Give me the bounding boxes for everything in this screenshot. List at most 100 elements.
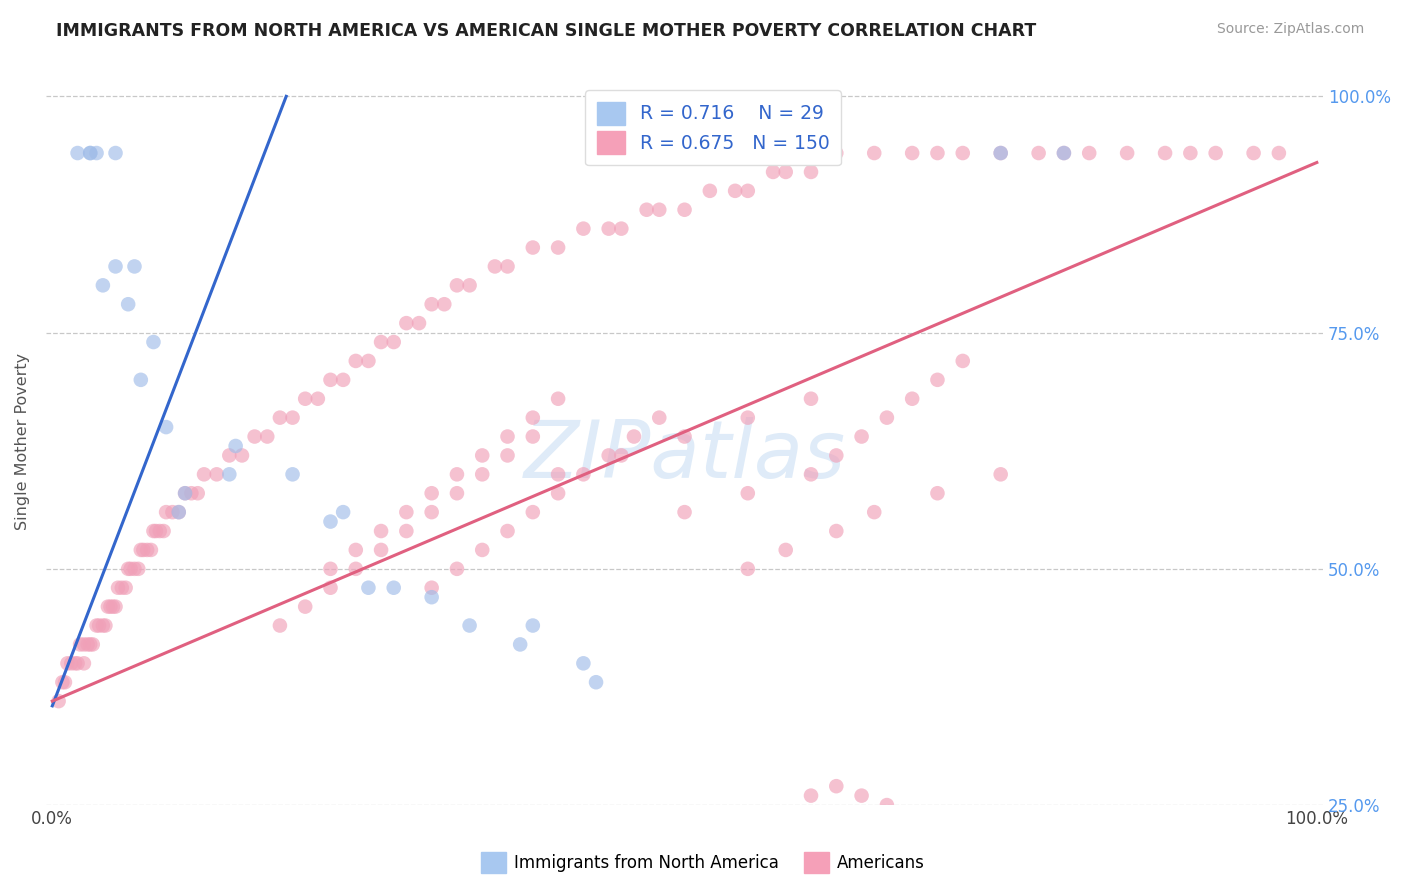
Point bbox=[471, 449, 494, 463]
Point bbox=[800, 467, 823, 482]
Point bbox=[66, 657, 89, 671]
Point bbox=[851, 789, 873, 803]
Point bbox=[927, 373, 949, 387]
Point bbox=[952, 354, 974, 368]
Point bbox=[863, 146, 886, 161]
Point bbox=[205, 467, 228, 482]
Point bbox=[86, 146, 108, 161]
Point bbox=[269, 410, 291, 425]
Point bbox=[395, 316, 418, 330]
Point bbox=[129, 373, 152, 387]
Point bbox=[319, 562, 342, 576]
Point bbox=[218, 467, 240, 482]
Point bbox=[269, 618, 291, 632]
Point bbox=[420, 505, 443, 519]
Point bbox=[91, 618, 114, 632]
Point bbox=[167, 505, 190, 519]
Point bbox=[800, 789, 823, 803]
Point bbox=[357, 354, 380, 368]
Point bbox=[762, 165, 785, 179]
Point bbox=[775, 165, 797, 179]
Point bbox=[420, 590, 443, 604]
Text: ZIPatlas: ZIPatlas bbox=[523, 417, 845, 495]
Point bbox=[901, 807, 924, 822]
Point bbox=[458, 278, 481, 293]
Point bbox=[863, 505, 886, 519]
Point bbox=[876, 798, 898, 813]
Point bbox=[100, 599, 122, 614]
Point bbox=[1205, 146, 1227, 161]
Point bbox=[357, 581, 380, 595]
Point bbox=[193, 467, 215, 482]
Point bbox=[737, 562, 759, 576]
Point bbox=[76, 637, 98, 651]
Point bbox=[1180, 146, 1202, 161]
Text: IMMIGRANTS FROM NORTH AMERICA VS AMERICAN SINGLE MOTHER POVERTY CORRELATION CHAR: IMMIGRANTS FROM NORTH AMERICA VS AMERICA… bbox=[56, 22, 1036, 40]
Point bbox=[136, 543, 159, 558]
Point bbox=[142, 334, 165, 349]
Point bbox=[1078, 146, 1101, 161]
Point bbox=[344, 562, 367, 576]
Point bbox=[332, 505, 354, 519]
Point bbox=[370, 334, 392, 349]
Point bbox=[522, 505, 544, 519]
Point bbox=[496, 449, 519, 463]
Point bbox=[623, 429, 645, 443]
Point bbox=[370, 543, 392, 558]
Point bbox=[927, 486, 949, 500]
Point bbox=[395, 524, 418, 538]
Point bbox=[281, 467, 304, 482]
Legend: R = 0.716    N = 29, R = 0.675   N = 150: R = 0.716 N = 29, R = 0.675 N = 150 bbox=[585, 90, 841, 165]
Point bbox=[319, 373, 342, 387]
Point bbox=[145, 524, 167, 538]
Point bbox=[142, 524, 165, 538]
Point bbox=[851, 429, 873, 443]
Point bbox=[73, 657, 96, 671]
Point bbox=[699, 184, 721, 198]
Point bbox=[572, 221, 595, 235]
Point bbox=[648, 202, 671, 217]
Legend: Immigrants from North America, Americans: Immigrants from North America, Americans bbox=[474, 846, 932, 880]
Point bbox=[319, 515, 342, 529]
Point bbox=[79, 146, 101, 161]
Point bbox=[572, 657, 595, 671]
Point bbox=[127, 562, 149, 576]
Point bbox=[294, 392, 316, 406]
Point bbox=[446, 486, 468, 500]
Point bbox=[139, 543, 162, 558]
Point bbox=[111, 581, 134, 595]
Point bbox=[724, 184, 747, 198]
Point bbox=[547, 392, 569, 406]
Point bbox=[800, 392, 823, 406]
Point bbox=[73, 637, 96, 651]
Point bbox=[775, 543, 797, 558]
Point bbox=[382, 581, 405, 595]
Point bbox=[673, 505, 696, 519]
Point bbox=[1243, 146, 1265, 161]
Point bbox=[167, 505, 190, 519]
Point bbox=[114, 581, 136, 595]
Point bbox=[446, 278, 468, 293]
Point bbox=[990, 146, 1012, 161]
Point bbox=[91, 278, 114, 293]
Point bbox=[598, 449, 620, 463]
Point bbox=[825, 524, 848, 538]
Point bbox=[51, 675, 73, 690]
Point bbox=[187, 486, 209, 500]
Point bbox=[79, 146, 101, 161]
Point bbox=[547, 486, 569, 500]
Point bbox=[471, 543, 494, 558]
Point bbox=[124, 260, 146, 274]
Point bbox=[174, 486, 197, 500]
Point bbox=[104, 599, 127, 614]
Point bbox=[433, 297, 456, 311]
Point bbox=[53, 675, 76, 690]
Point bbox=[547, 467, 569, 482]
Point bbox=[636, 202, 658, 217]
Point bbox=[737, 184, 759, 198]
Point bbox=[1053, 146, 1076, 161]
Point bbox=[737, 410, 759, 425]
Point bbox=[231, 449, 253, 463]
Point bbox=[94, 618, 117, 632]
Point bbox=[180, 486, 202, 500]
